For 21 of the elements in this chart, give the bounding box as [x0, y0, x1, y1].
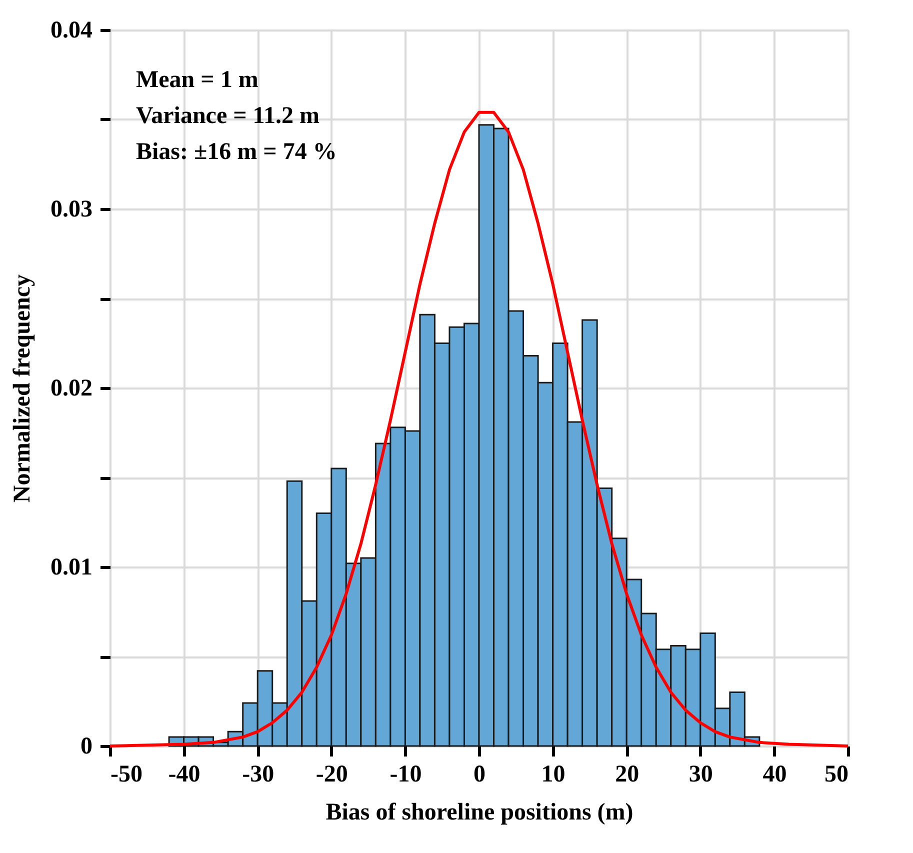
y-tick-label: 0.03 [50, 196, 92, 222]
y-tick-label: 0.01 [50, 554, 92, 580]
y-tick-label: 0 [80, 734, 92, 760]
x-tick-label: 50 [824, 762, 848, 788]
x-tick-label: -10 [390, 762, 422, 788]
y-tick-label: 0.04 [50, 18, 92, 44]
x-axis-title: Bias of shoreline positions (m) [326, 800, 634, 826]
x-tick-label: 10 [541, 762, 566, 788]
x-tick-label: 0 [474, 762, 486, 788]
x-tick-label: -20 [316, 762, 348, 788]
x-tick-label: 20 [615, 762, 640, 788]
y-axis-title: Normalized frequency [10, 274, 36, 503]
x-tick-label: -40 [168, 762, 200, 788]
x-tick-label: 40 [762, 762, 787, 788]
annotation: Mean = 1 m [136, 67, 258, 93]
annotation: Variance = 11.2 m [136, 103, 320, 129]
annotation: Bias: ±16 m = 74 % [136, 139, 337, 165]
x-tick-label: -50 [110, 762, 142, 788]
x-tick-label: -30 [242, 762, 274, 788]
x-tick-label: 30 [688, 762, 713, 788]
y-tick-label: 0.02 [50, 376, 92, 402]
